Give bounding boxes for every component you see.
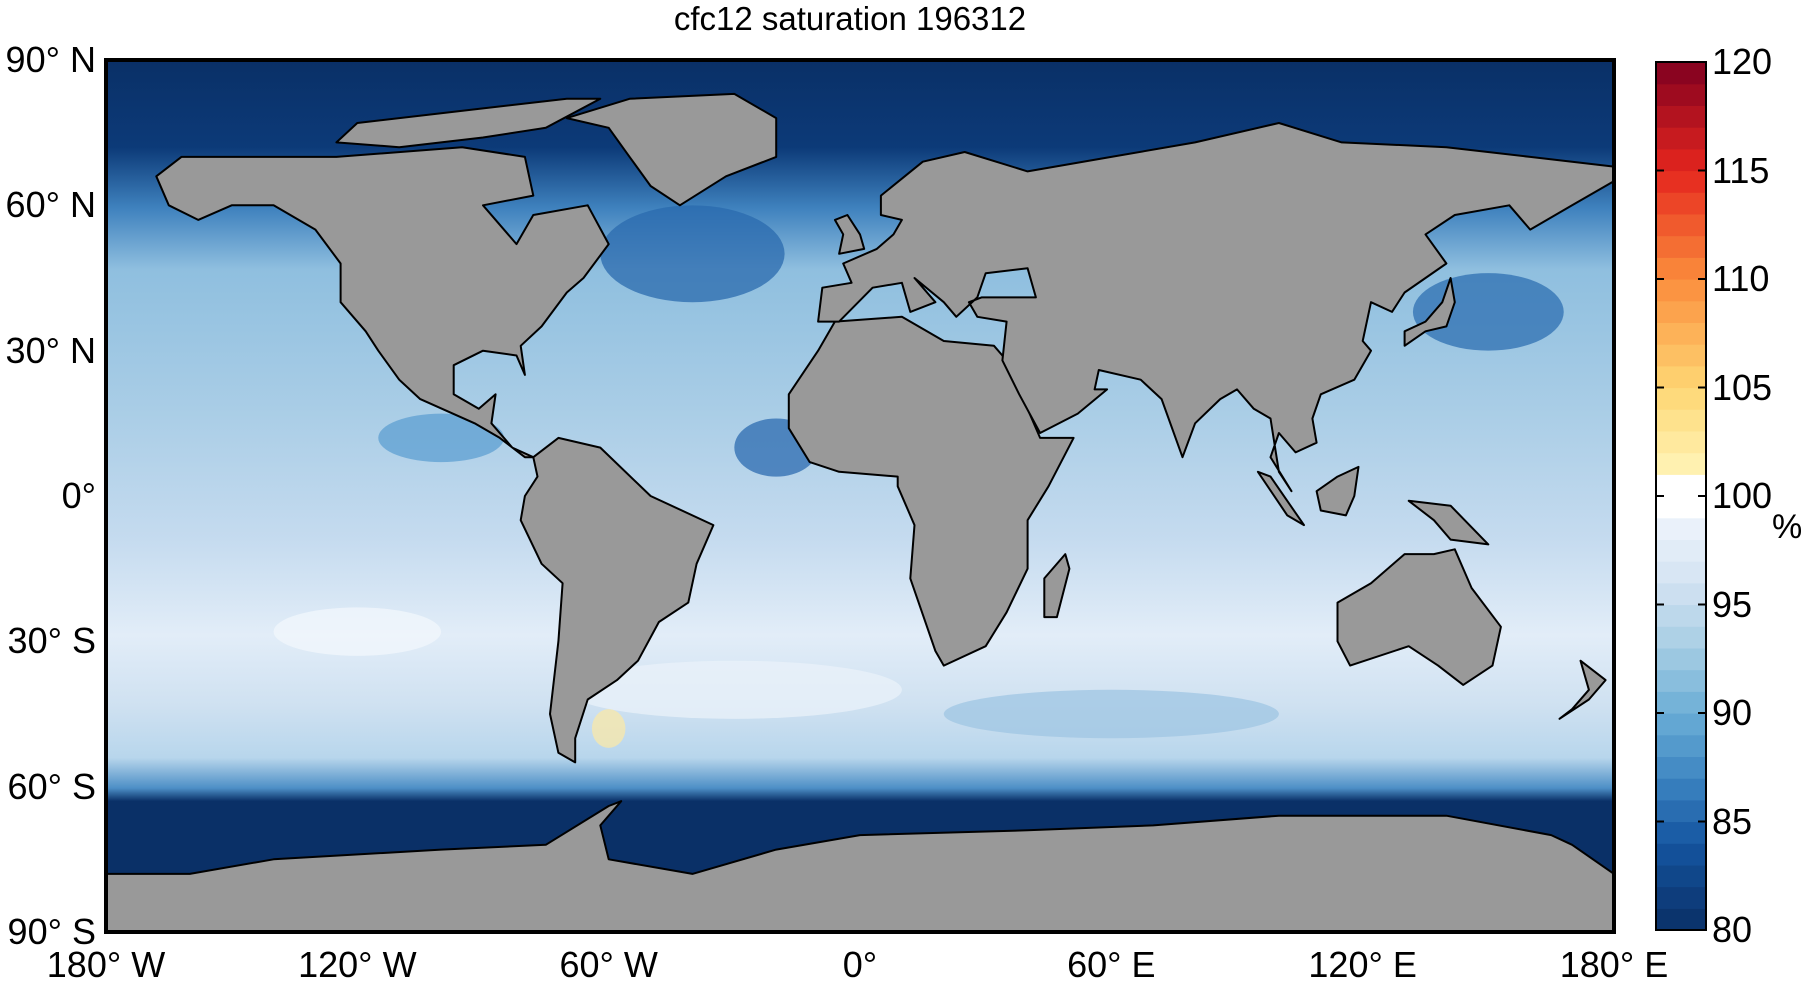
colorbar-level [1656, 322, 1706, 345]
colorbar-level [1656, 365, 1706, 389]
colorbar-level [1656, 257, 1706, 280]
colorbar-level [1656, 734, 1706, 757]
colorbar-level [1656, 279, 1706, 302]
colorbar-level [1656, 756, 1706, 779]
colorbar-level [1656, 539, 1706, 562]
land-britain [833, 214, 866, 255]
land-new-guinea [1407, 499, 1490, 546]
lat-tick-label: 60° S [7, 765, 96, 807]
lat-tick-label: 90° N [5, 39, 96, 80]
land-australia [1336, 548, 1502, 686]
colorbar-level [1656, 561, 1706, 584]
colorbar-level [1656, 713, 1706, 736]
land-north-america [155, 146, 610, 459]
lon-tick-label: 180° E [1559, 944, 1669, 985]
colorbar-tick-label: 80 [1712, 909, 1753, 950]
land-madagascar [1043, 553, 1071, 619]
colorbar-level [1656, 452, 1706, 475]
colorbar-level [1656, 235, 1706, 258]
colorbar-level [1656, 213, 1706, 237]
colorbar-level [1656, 387, 1706, 410]
land-antarctica [105, 800, 1615, 933]
lon-tick-label: 60° W [559, 944, 658, 985]
map-frame [104, 58, 1616, 934]
colorbar-level [1656, 604, 1706, 627]
colorbar-level [1656, 886, 1706, 909]
colorbar-level [1656, 127, 1706, 150]
colorbar-level [1656, 821, 1706, 844]
colorbar-level [1656, 778, 1706, 801]
colorbar-level [1656, 843, 1706, 866]
colorbar-level [1656, 300, 1706, 323]
colorbar-level [1656, 647, 1706, 671]
ocean-anomaly [943, 689, 1279, 739]
colorbar-level [1656, 799, 1706, 823]
land-eurasia [817, 122, 1615, 493]
colorbar-level [1656, 691, 1706, 714]
lon-tick-label: 120° E [1308, 944, 1417, 985]
lon-tick-label: 180° W [46, 944, 166, 985]
ocean-anomaly [273, 607, 442, 656]
colorbar-tick-label: 90 [1712, 692, 1753, 733]
lat-tick-label: 30° N [5, 329, 96, 371]
colorbar-tick-label: 110 [1712, 258, 1770, 299]
land-layer [105, 92, 1615, 933]
land-borneo [1315, 465, 1360, 517]
lat-tick-label: 60° N [5, 184, 96, 226]
land-sumatra [1256, 470, 1305, 527]
colorbar-level [1656, 192, 1706, 215]
colorbar-level [1656, 517, 1706, 540]
colorbar-level [1656, 864, 1706, 888]
colorbar-level [1656, 62, 1706, 85]
colorbar-level [1656, 83, 1706, 106]
colorbar-tick-label: 95 [1712, 583, 1753, 625]
ocean-anomaly [600, 205, 785, 303]
land-japan [1403, 277, 1456, 347]
colorbar-level [1656, 344, 1706, 367]
colorbar-level [1656, 474, 1706, 497]
colorbar-level [1656, 105, 1706, 128]
map-title: cfc12 saturation 196312 [673, 0, 1027, 37]
colorbar-level [1656, 430, 1706, 454]
lat-tick-label: 90° S [7, 911, 96, 952]
lat-tick-label: 0° [61, 475, 96, 516]
colorbar-level [1656, 908, 1706, 931]
lat-tick-label: 30° S [7, 620, 96, 662]
colorbar-level [1656, 496, 1706, 519]
colorbar-level [1656, 626, 1706, 649]
land-africa [787, 315, 1075, 667]
lon-tick-label: 0° [842, 944, 878, 985]
colorbar-level [1656, 669, 1706, 692]
colorbar-tick-label: 120 [1712, 41, 1773, 82]
lon-tick-label: 120° W [298, 944, 417, 985]
ocean-anomaly [566, 660, 902, 719]
ocean-anomaly [378, 413, 504, 463]
colorbar-level [1656, 148, 1706, 172]
land-arctic-islands [335, 97, 602, 149]
colorbar-tick-label: 105 [1712, 366, 1773, 408]
lon-tick-label: 60° E [1067, 944, 1156, 985]
colorbar-level [1656, 582, 1706, 606]
colorbar-tick-label: 100 [1712, 475, 1773, 516]
colorbar-tick-label: 115 [1712, 149, 1770, 191]
colorbar-tick-label: 85 [1712, 800, 1753, 842]
colorbar [1655, 61, 1707, 931]
land-new-zealand [1558, 659, 1607, 720]
colorbar-unit: % [1772, 508, 1803, 546]
colorbar-level [1656, 170, 1706, 193]
colorbar-level [1656, 409, 1706, 432]
ocean-anomaly [591, 709, 626, 748]
land-greenland [565, 92, 778, 207]
land-south-america [519, 436, 715, 764]
